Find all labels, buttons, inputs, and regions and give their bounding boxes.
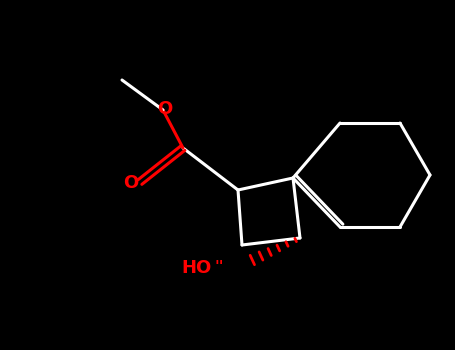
Text: '': '' bbox=[214, 260, 223, 275]
Text: O: O bbox=[157, 100, 172, 118]
Text: O: O bbox=[123, 174, 139, 192]
Text: HO: HO bbox=[182, 259, 212, 277]
